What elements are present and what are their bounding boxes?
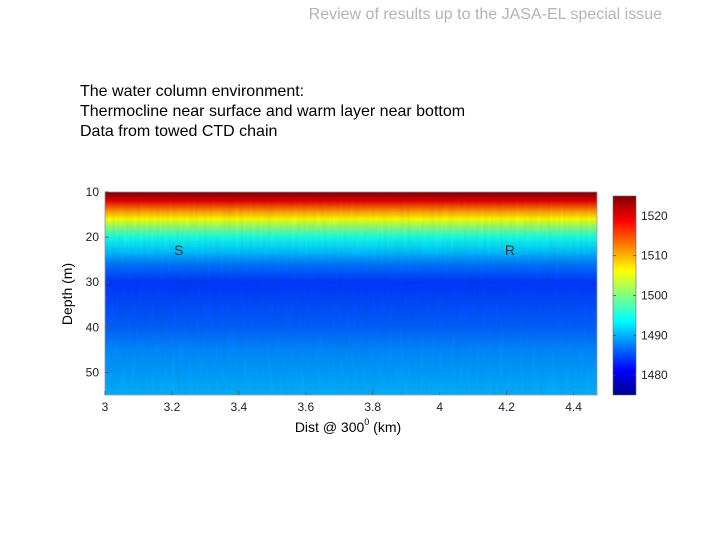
colorbar-tick-label: 1510: [641, 249, 668, 263]
x-tick-label: 4.2: [498, 400, 515, 414]
x-tick-label: 3.2: [164, 400, 181, 414]
y-tick-label: 30: [86, 275, 100, 289]
x-axis-label-main: Dist @ 300: [295, 419, 365, 435]
x-tick-label: 3: [102, 400, 109, 414]
x-axis-label-superscript: 0: [364, 417, 369, 427]
x-tick-label: 3.6: [297, 400, 314, 414]
plot-frame: [104, 191, 598, 396]
description-line-3: Data from towed CTD chain: [80, 123, 278, 140]
slide-description: The water column environment: Thermoclin…: [80, 82, 465, 142]
x-axis-label: Dist @ 3000 (km): [295, 417, 401, 435]
slide-header: Review of results up to the JASA-EL spec…: [308, 6, 662, 23]
y-tick-label: 10: [86, 185, 100, 199]
heatmap-plot-area: [104, 191, 598, 396]
colorbar-tick-label: 1490: [641, 328, 668, 342]
description-line-1: The water column environment:: [80, 83, 305, 100]
x-axis-label-unit: (km): [369, 419, 401, 435]
x-tick-label: 4: [436, 400, 443, 414]
colorbar-tick-label: 1480: [641, 368, 668, 382]
y-axis-label: Depth (m): [59, 263, 75, 325]
colorbar-ticks: 1520 1510 1500 1490 1480: [613, 209, 668, 382]
colorbar: 1520 1510 1500 1490 1480: [612, 195, 668, 396]
annotation-s: S: [174, 242, 183, 258]
x-tick-label: 3.4: [231, 400, 248, 414]
colorbar-tick-label: 1500: [641, 289, 668, 303]
description-line-2: Thermocline near surface and warm layer …: [80, 103, 466, 120]
y-tick-label: 40: [86, 320, 100, 334]
y-tick-label: 20: [86, 230, 100, 244]
y-tick-label: 50: [86, 365, 100, 379]
colorbar-tick-label: 1520: [641, 209, 668, 223]
y-axis-ticks: 10 20 30 40 50: [86, 185, 109, 379]
x-axis-ticks: 3 3.2 3.4 3.6 3.8 4 4.2 4.4: [102, 391, 582, 414]
x-tick-label: 3.8: [364, 400, 381, 414]
annotation-r: R: [505, 242, 515, 258]
colorbar-gradient: [612, 195, 637, 396]
heatmap-field: [105, 192, 597, 395]
x-tick-label: 4.4: [565, 400, 582, 414]
